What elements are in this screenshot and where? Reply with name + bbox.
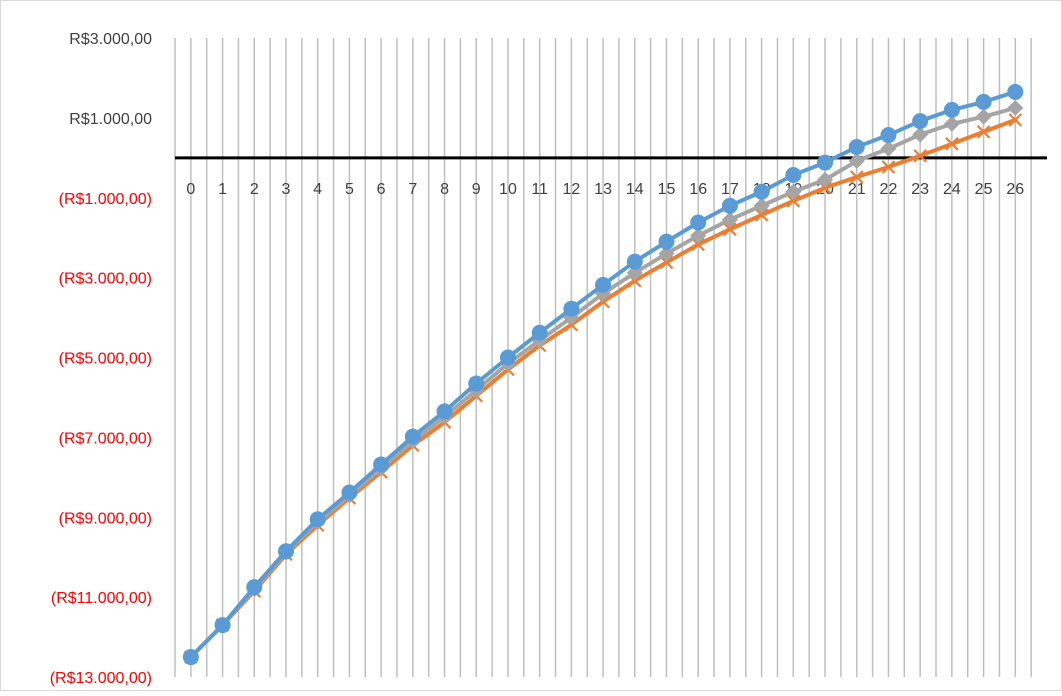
x-tick-label: 15: [658, 181, 676, 198]
data-point: [214, 617, 231, 634]
data-point: [373, 456, 390, 473]
x-tick-label: 10: [499, 181, 517, 198]
data-point: [912, 126, 929, 143]
data-point: [691, 237, 705, 252]
y-tick-label: (R$5.000,00): [59, 351, 152, 368]
x-tick-label: 26: [1006, 181, 1024, 198]
x-tick-label: 25: [975, 181, 993, 198]
data-point: [658, 233, 675, 250]
x-tick-label: 23: [911, 181, 929, 198]
y-tick-label: (R$11.000,00): [51, 590, 152, 607]
x-tick-label: 21: [848, 181, 866, 198]
data-point: [404, 428, 421, 445]
x-tick-label: 7: [408, 181, 417, 198]
data-point: [626, 253, 643, 270]
data-point: [785, 183, 802, 200]
y-tick-label: R$3.000,00: [69, 31, 152, 48]
data-point: [913, 149, 927, 163]
data-point: [1007, 83, 1024, 100]
data-point: [848, 153, 865, 170]
data-point: [880, 127, 897, 144]
data-point: [849, 170, 864, 184]
x-tick-label: 1: [218, 181, 227, 198]
data-point: [721, 211, 738, 228]
x-tick-label: 0: [186, 181, 195, 198]
data-point: [277, 543, 294, 560]
y-axis-tick-labels: R$3.000,00 R$1.000,00 (R$1.000,00) (R$3.000…: [50, 31, 152, 687]
x-tick-label: 14: [626, 181, 644, 198]
data-point: [246, 579, 263, 596]
data-point: [563, 300, 580, 317]
data-point: [659, 255, 674, 270]
y-tick-label: (R$1.000,00): [59, 191, 152, 208]
y-tick-label: (R$7.000,00): [59, 430, 152, 447]
data-point: [1008, 113, 1023, 127]
x-tick-label: 24: [943, 181, 961, 198]
data-point: [975, 93, 992, 110]
data-point: [626, 264, 643, 281]
x-tick-label: 13: [594, 181, 612, 198]
data-point: [753, 183, 770, 200]
data-point: [786, 194, 801, 208]
data-point: [976, 125, 991, 139]
series-circle: [182, 83, 1024, 666]
data-point: [975, 108, 992, 125]
data-point: [753, 197, 770, 214]
data-point: [912, 113, 929, 130]
data-point: [723, 222, 737, 237]
y-tick-label: (R$3.000,00): [59, 271, 152, 288]
data-point: [817, 171, 834, 188]
x-tick-label: 2: [250, 181, 259, 198]
x-tick-label: 6: [377, 181, 386, 198]
y-tick-label: R$1.000,00: [69, 111, 152, 128]
data-point: [943, 115, 960, 132]
data-point: [309, 511, 326, 528]
x-tick-label: 11: [531, 181, 548, 198]
series-group: [182, 83, 1024, 666]
x-tick-label: 17: [721, 181, 739, 198]
data-point: [690, 214, 707, 231]
x-tick-label: 8: [440, 181, 449, 198]
data-point: [436, 403, 453, 420]
data-point: [658, 245, 675, 262]
data-point: [785, 166, 802, 183]
data-point: [1007, 99, 1024, 116]
data-point: [531, 324, 548, 341]
x-tick-label: 3: [282, 181, 291, 198]
x-tick-label: 9: [472, 181, 481, 198]
data-point: [690, 227, 707, 244]
x-tick-label: 12: [562, 181, 580, 198]
data-point: [468, 375, 485, 392]
y-tick-label: (R$9.000,00): [59, 510, 152, 527]
x-tick-label: 4: [313, 181, 322, 198]
data-point: [945, 137, 959, 151]
data-point: [341, 484, 358, 501]
data-point: [943, 101, 960, 118]
data-point: [721, 197, 738, 214]
data-point: [754, 208, 769, 222]
y-tick-label: (R$13.000,00): [50, 670, 152, 687]
data-point: [848, 139, 865, 156]
x-tick-label: 22: [880, 181, 898, 198]
data-point: [499, 349, 516, 366]
x-tick-label: 16: [689, 181, 707, 198]
data-point: [182, 649, 199, 666]
data-point: [881, 160, 896, 174]
data-point: [880, 140, 897, 157]
data-point: [595, 276, 612, 293]
x-tick-label: 5: [345, 181, 354, 198]
data-point: [817, 154, 834, 171]
